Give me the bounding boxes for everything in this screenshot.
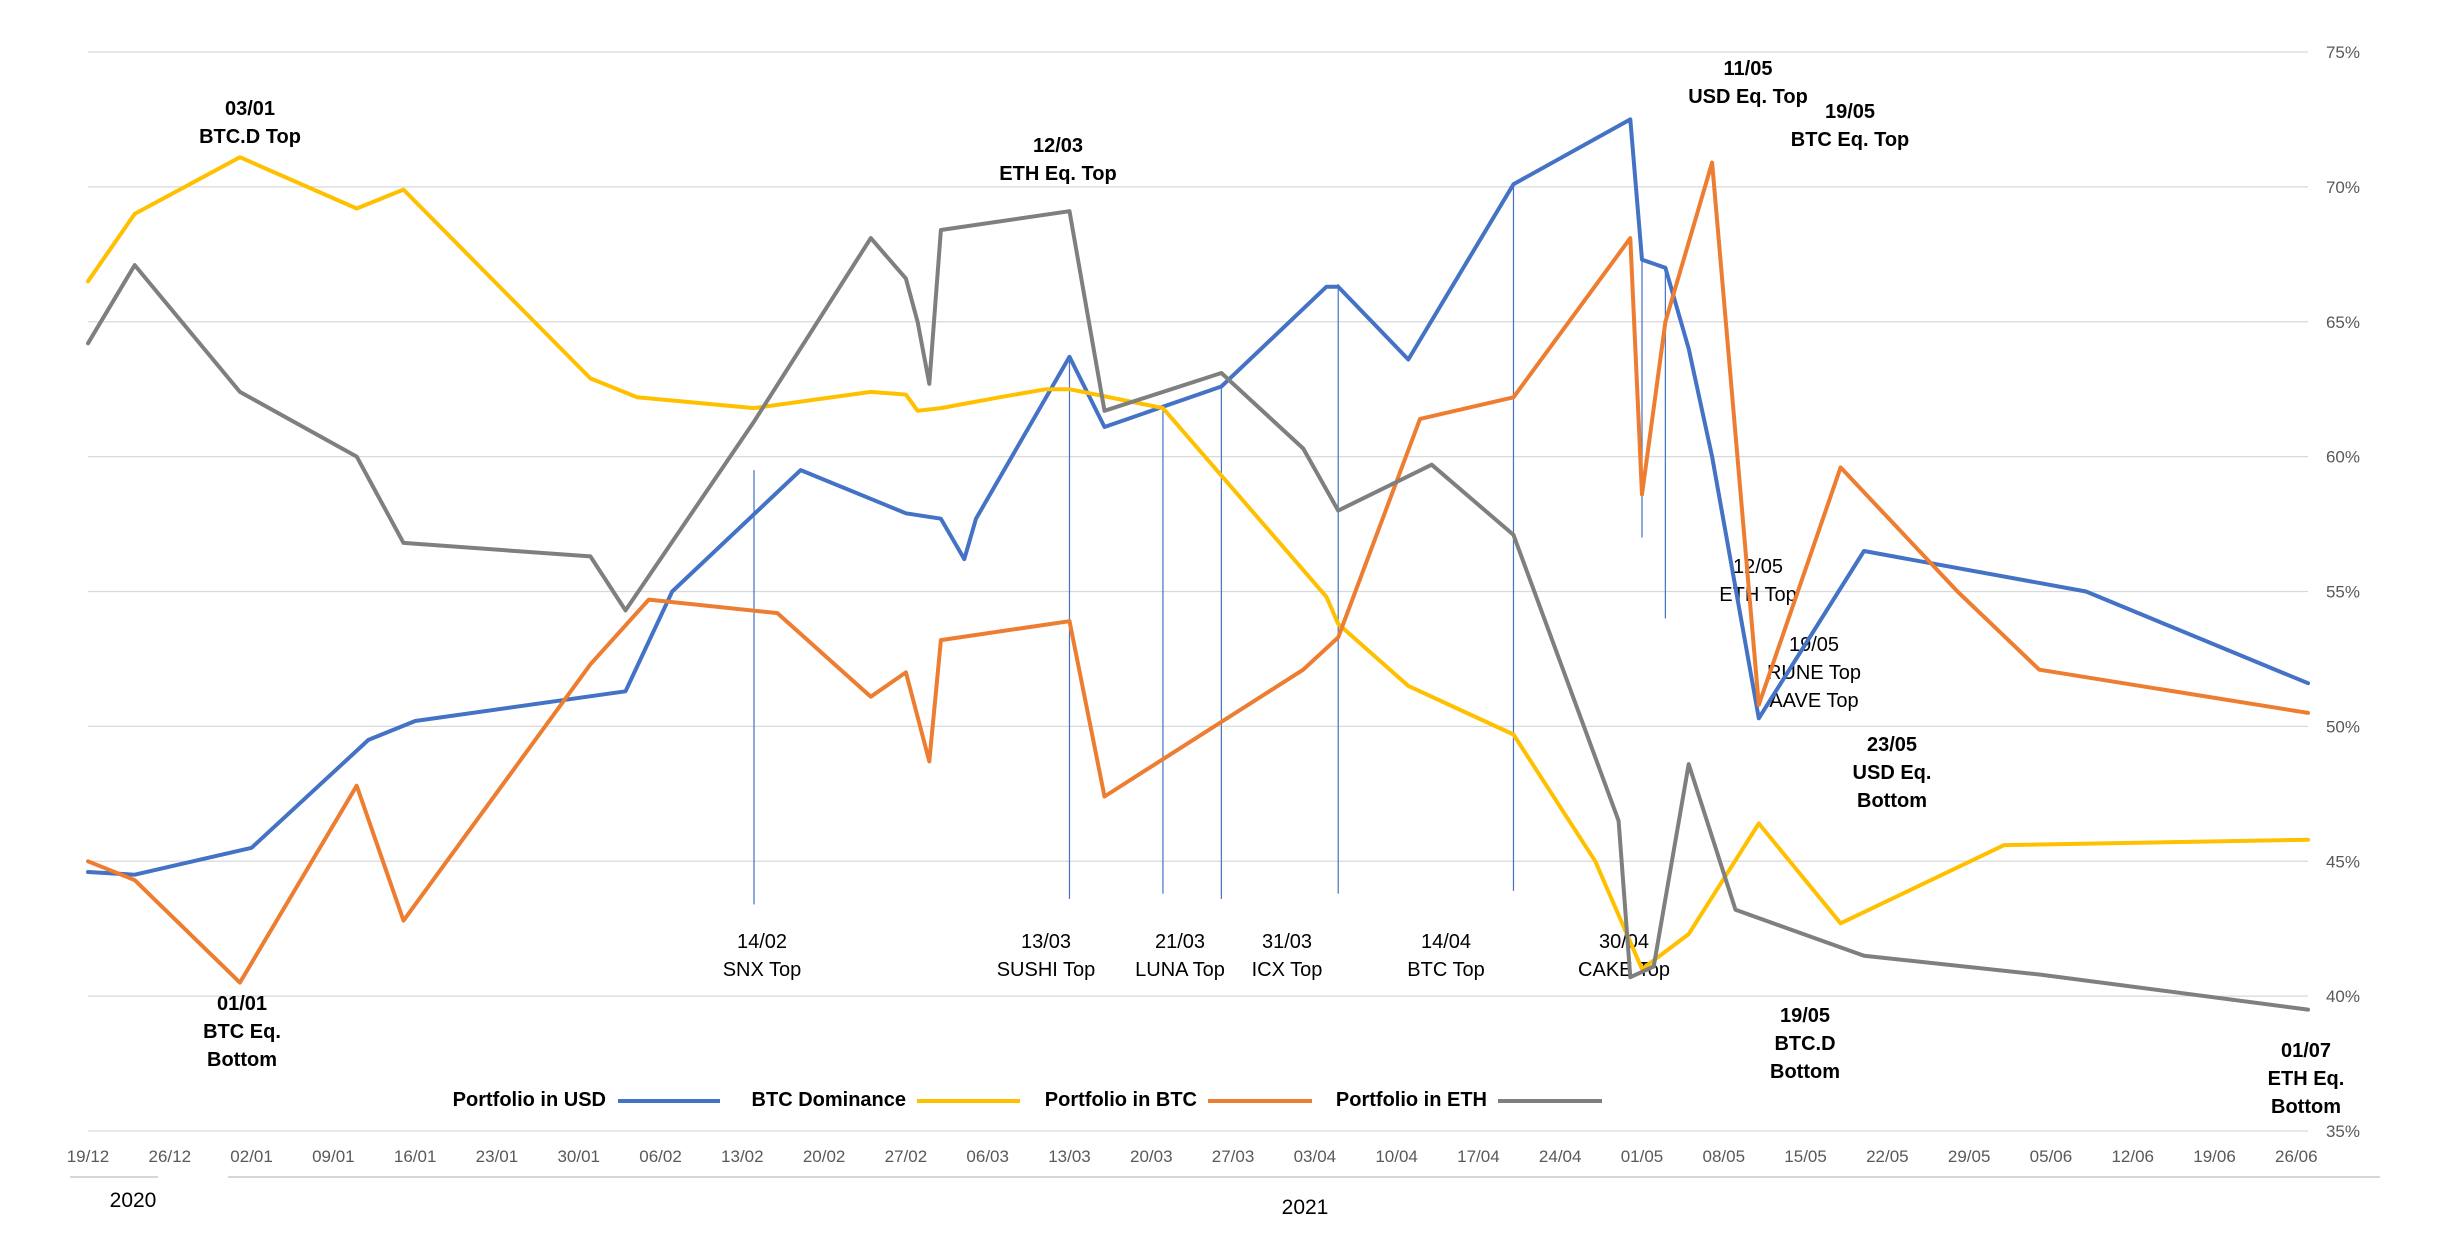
series-line-portfolio-in-btc <box>86 160 2310 985</box>
series-lines <box>86 117 2310 1012</box>
annotation-label: BTC.D Top <box>199 126 301 148</box>
annotation-label: BTC Eq. <box>203 1021 281 1043</box>
x-tick-label: 20/03 <box>1130 1147 1173 1166</box>
y-tick-label: 45% <box>2326 852 2360 871</box>
series-line-portfolio-in-eth <box>86 209 2310 1012</box>
x-tick-label: 30/01 <box>557 1147 600 1166</box>
x-tick-label: 05/06 <box>2030 1147 2073 1166</box>
annotation-label: Bottom <box>207 1049 277 1071</box>
annotation-date: 01/01 <box>217 993 267 1015</box>
legend: Portfolio in USD BTC Dominance Portfolio i… <box>453 1089 1602 1111</box>
x-tick-label: 26/06 <box>2275 1147 2318 1166</box>
series-line-btc-dominance <box>86 155 2310 972</box>
x-tick-label: 06/02 <box>639 1147 682 1166</box>
marker-date-label: 14/02 <box>737 931 787 953</box>
x-tick-label: 27/03 <box>1212 1147 1255 1166</box>
x-axis-ticks: 19/12 26/12 02/01 09/01 16/01 23/01 30/01 06/02… <box>67 1147 2318 1166</box>
x-tick-label: 10/04 <box>1375 1147 1418 1166</box>
annotation-date: 12/03 <box>1033 135 1083 157</box>
x-tick-label: 23/01 <box>476 1147 519 1166</box>
marker-name-label: AAVE Top <box>1769 690 1858 712</box>
annotations: 03/01 BTC.D Top 12/03 ETH Eq. Top 11/05 USD E… <box>199 58 2344 1118</box>
annotation-label: BTC.D <box>1774 1033 1835 1055</box>
x-tick-label: 01/05 <box>1621 1147 1664 1166</box>
y-tick-label: 70% <box>2326 178 2360 197</box>
x-tick-label: 29/05 <box>1948 1147 1991 1166</box>
annotation-label: Bottom <box>1770 1061 1840 1083</box>
marker-date-label: 21/03 <box>1155 931 1205 953</box>
y-tick-label: 50% <box>2326 717 2360 736</box>
annotation-label: BTC Eq. Top <box>1791 129 1910 151</box>
x-tick-label: 13/02 <box>721 1147 764 1166</box>
annotation-label: USD Eq. Top <box>1688 86 1808 108</box>
x-tick-label: 26/12 <box>149 1147 192 1166</box>
marker-name-label: ETH Top <box>1719 584 1796 606</box>
x-tick-label: 16/01 <box>394 1147 437 1166</box>
x-tick-label: 06/03 <box>966 1147 1009 1166</box>
marker-date-label: 31/03 <box>1262 931 1312 953</box>
year-label: 2021 <box>1282 1196 1329 1219</box>
y-axis-ticks: 35% 40% 45% 50% 55% 60% 65% 70% 75% <box>2326 43 2360 1141</box>
y-tick-label: 40% <box>2326 987 2360 1006</box>
marker-name-label: LUNA Top <box>1135 959 1225 981</box>
marker-name-label: ICX Top <box>1252 959 1323 981</box>
marker-name-label: SNX Top <box>723 959 802 981</box>
x-tick-label: 03/04 <box>1294 1147 1337 1166</box>
annotation-label: ETH Eq. <box>2268 1068 2345 1090</box>
x-tick-label: 22/05 <box>1866 1147 1909 1166</box>
annotation-date: 03/01 <box>225 98 275 120</box>
annotation-label: ETH Eq. Top <box>999 163 1116 185</box>
marker-date-label: 12/05 <box>1733 556 1783 578</box>
x-tick-label: 17/04 <box>1457 1147 1500 1166</box>
x-tick-label: 19/06 <box>2193 1147 2236 1166</box>
x-tick-label: 02/01 <box>230 1147 273 1166</box>
annotation-date: 19/05 <box>1825 101 1875 123</box>
x-tick-label: 09/01 <box>312 1147 355 1166</box>
annotation-label: Bottom <box>1857 790 1927 812</box>
x-tick-label: 15/05 <box>1784 1147 1827 1166</box>
x-tick-label: 19/12 <box>67 1147 110 1166</box>
legend-label: Portfolio in USD <box>453 1089 606 1111</box>
y-tick-label: 60% <box>2326 448 2360 467</box>
annotation-date: 19/05 <box>1780 1005 1830 1027</box>
annotation-label: USD Eq. <box>1853 762 1932 784</box>
x-tick-label: 08/05 <box>1703 1147 1746 1166</box>
x-tick-label: 27/02 <box>885 1147 928 1166</box>
x-tick-label: 13/03 <box>1048 1147 1091 1166</box>
marker-date-label: 13/03 <box>1021 931 1071 953</box>
legend-label: BTC Dominance <box>752 1089 906 1111</box>
y-tick-label: 55% <box>2326 583 2360 602</box>
x-tick-label: 24/04 <box>1539 1147 1582 1166</box>
legend-label: Portfolio in ETH <box>1336 1089 1487 1111</box>
marker-date-label: 14/04 <box>1421 931 1471 953</box>
y-tick-label: 75% <box>2326 43 2360 62</box>
legend-label: Portfolio in BTC <box>1045 1089 1197 1111</box>
marker-name-label: SUSHI Top <box>997 959 1096 981</box>
marker-date-label: 30/04 <box>1599 931 1649 953</box>
y-tick-label: 65% <box>2326 313 2360 332</box>
marker-name-label: BTC Top <box>1407 959 1484 981</box>
annotation-date: 01/07 <box>2281 1040 2331 1062</box>
y-tick-label: 35% <box>2326 1122 2360 1141</box>
year-label: 2020 <box>110 1189 157 1212</box>
annotation-date: 23/05 <box>1867 734 1917 756</box>
gridlines <box>88 51 2308 1132</box>
x-tick-label: 20/02 <box>803 1147 846 1166</box>
series-line-portfolio-in-usd <box>86 117 2310 877</box>
annotation-date: 11/05 <box>1724 58 1773 80</box>
annotation-label: Bottom <box>2271 1096 2341 1118</box>
x-tick-label: 12/06 <box>2111 1147 2154 1166</box>
marker-date-label: 19/05 <box>1789 634 1839 656</box>
year-labels: 2020 2021 <box>70 1176 2380 1219</box>
